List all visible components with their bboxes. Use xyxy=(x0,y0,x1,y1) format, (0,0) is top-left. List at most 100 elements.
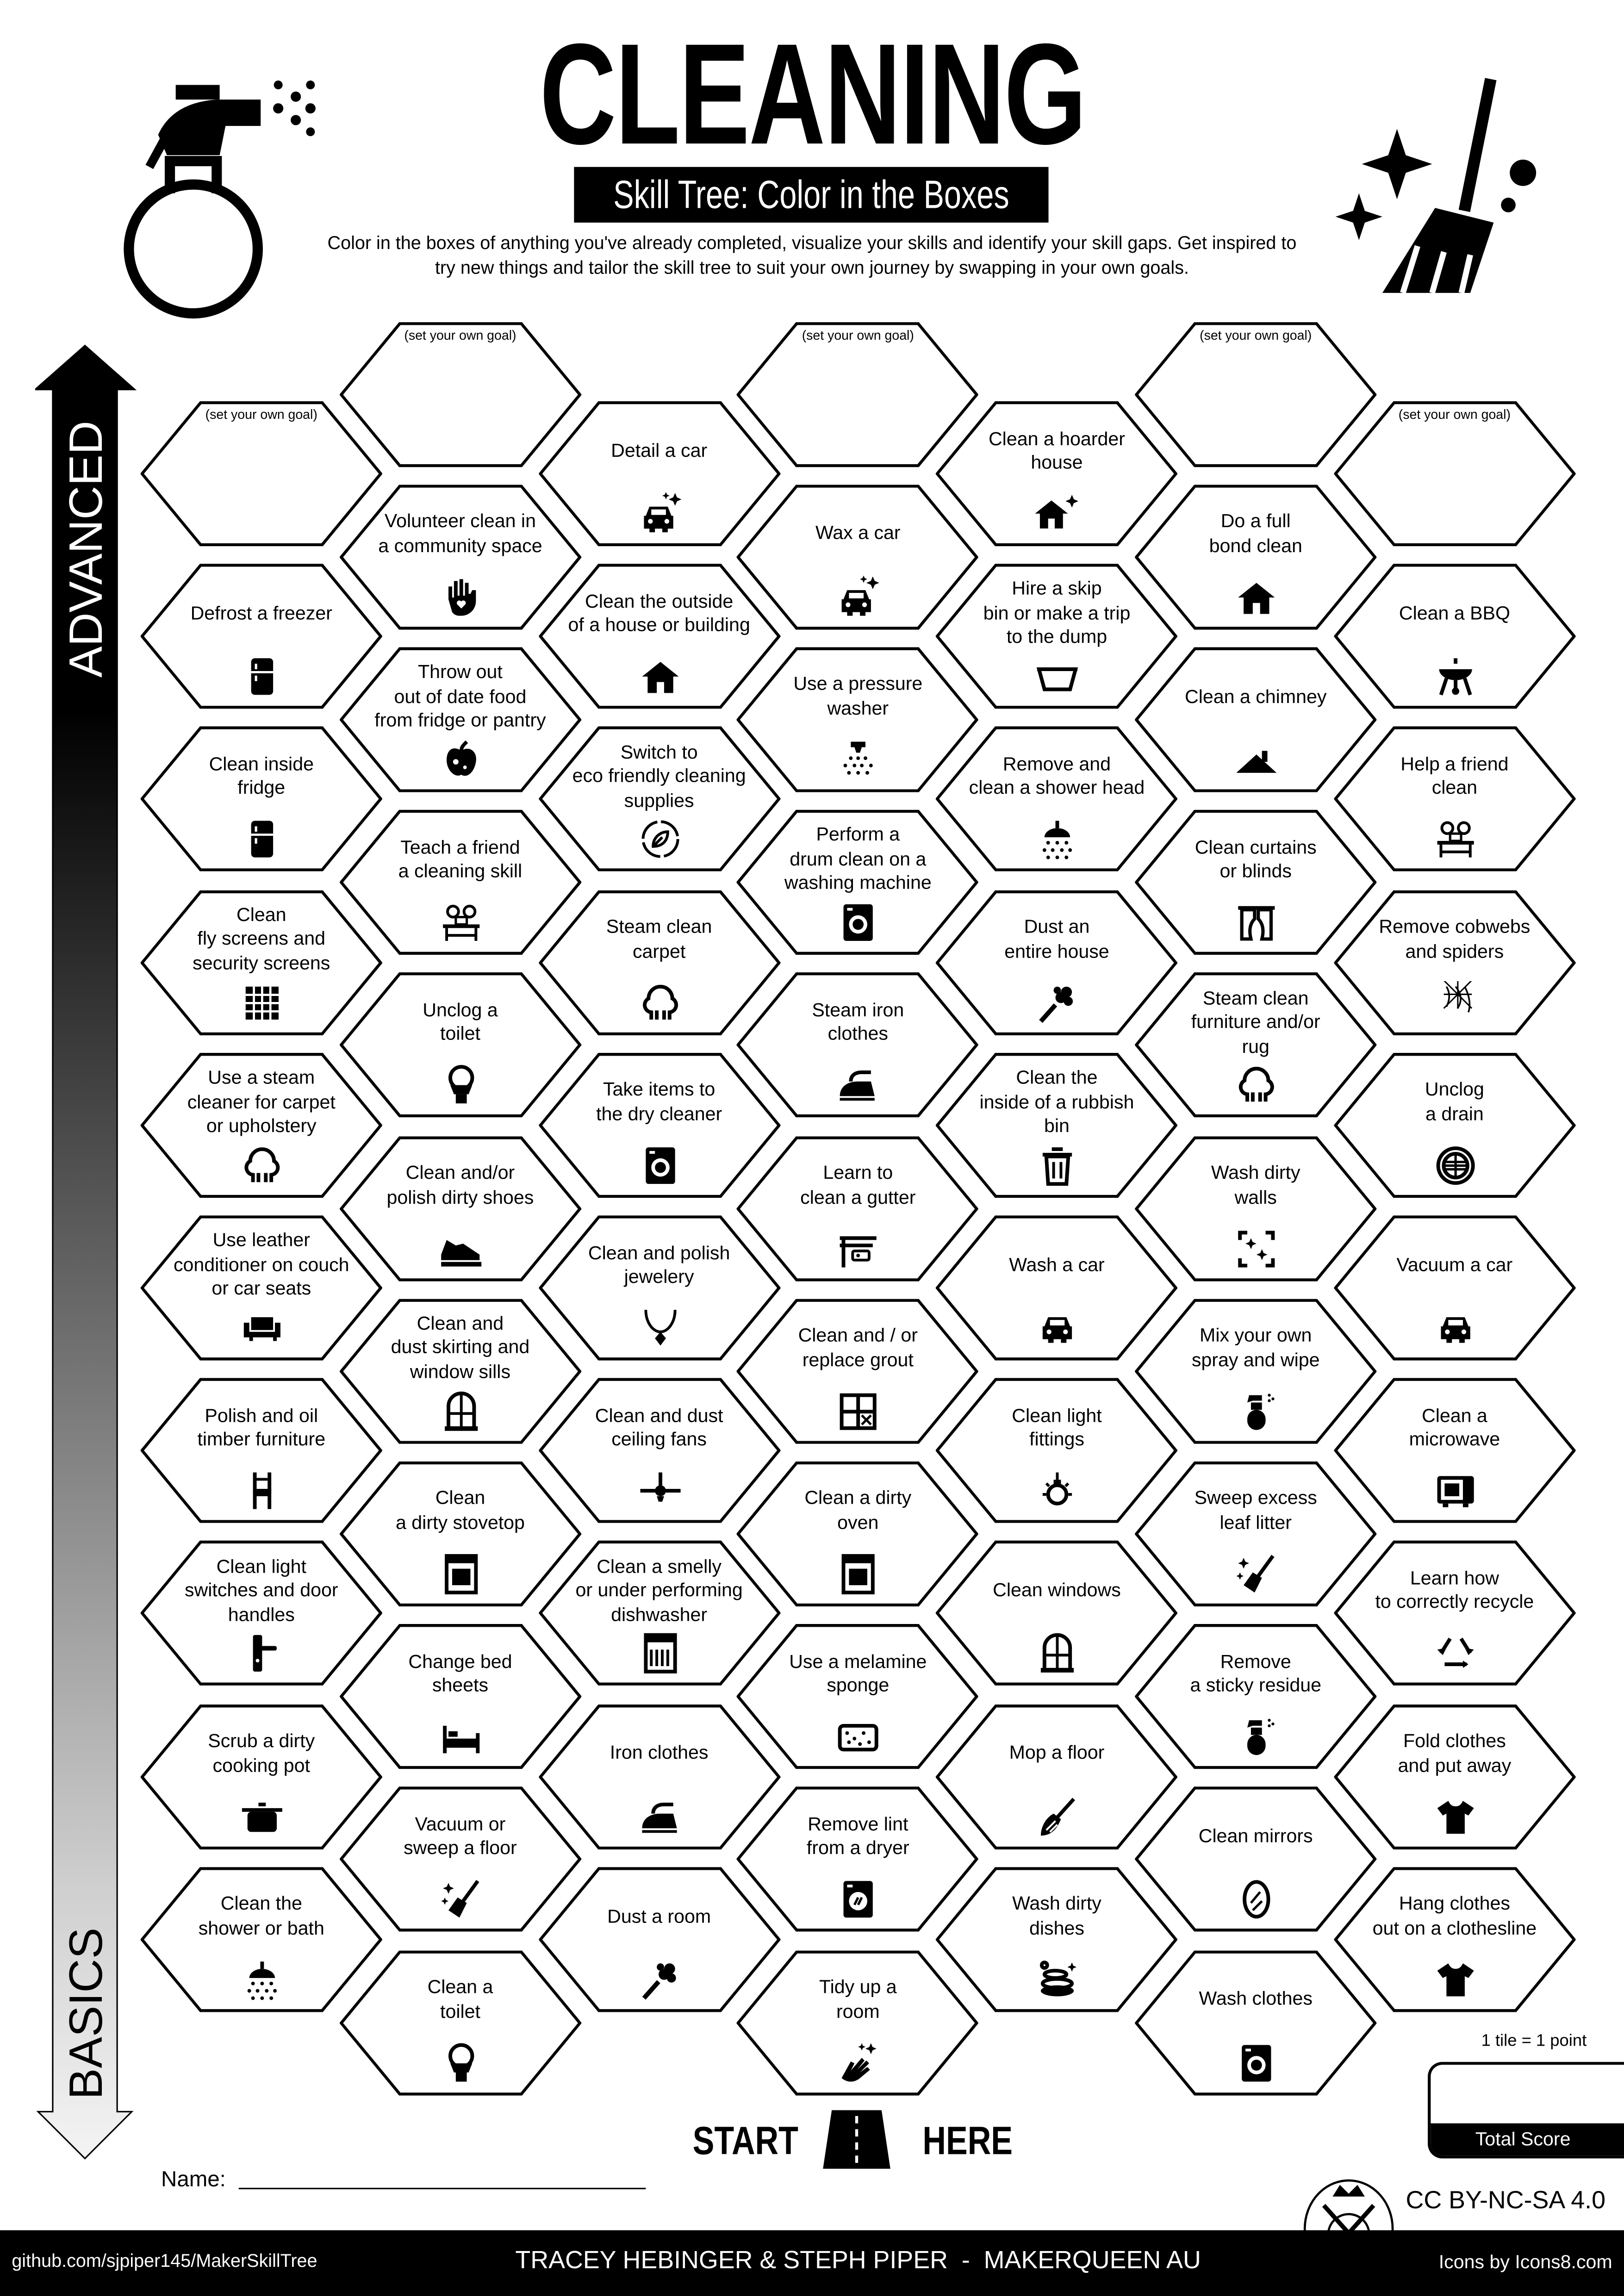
skill-tile[interactable]: Clean a toilet xyxy=(339,1950,581,2095)
skill-tile-custom-goal[interactable]: (set your own goal) xyxy=(1135,321,1377,467)
skill-tile[interactable]: Steam iron clothes xyxy=(737,972,979,1118)
hexagon-box[interactable] xyxy=(538,1541,780,1686)
skill-tile[interactable]: Defrost a freezer xyxy=(140,564,382,709)
hexagon-box[interactable] xyxy=(1333,401,1575,547)
hexagon-box[interactable] xyxy=(737,810,979,955)
skill-tile[interactable]: Switch to eco friendly cleaning supplies xyxy=(538,727,780,872)
hexagon-box[interactable] xyxy=(538,1378,780,1524)
skill-tile[interactable]: Steam clean furniture and/or rug xyxy=(1135,972,1377,1118)
hexagon-box[interactable] xyxy=(1135,972,1377,1118)
hexagon-box[interactable] xyxy=(737,484,979,629)
skill-tile[interactable]: Throw out out of date food from fridge o… xyxy=(339,647,581,792)
skill-tile[interactable]: Clean a dirty stovetop xyxy=(339,1461,581,1606)
skill-tile[interactable]: Wash dirty dishes xyxy=(936,1867,1178,2012)
hexagon-box[interactable] xyxy=(339,972,581,1118)
skill-tile[interactable]: Hire a skip bin or make a trip to the du… xyxy=(936,564,1178,709)
skill-tile[interactable]: Sweep excess leaf litter xyxy=(1135,1461,1377,1606)
skill-tile[interactable]: Remove a sticky residue xyxy=(1135,1624,1377,1769)
skill-tile[interactable]: Clean curtains or blinds xyxy=(1135,810,1377,955)
skill-tile[interactable]: Fold clothes and put away xyxy=(1333,1704,1575,1849)
skill-tile[interactable]: Learn how to correctly recycle xyxy=(1333,1541,1575,1686)
hexagon-box[interactable] xyxy=(140,1541,382,1686)
hexagon-box[interactable] xyxy=(1333,1541,1575,1686)
hexagon-box[interactable] xyxy=(339,484,581,629)
skill-tile[interactable]: Tidy up a room xyxy=(737,1950,979,2095)
skill-tile[interactable]: Dust a room xyxy=(538,1867,780,2012)
skill-tile[interactable]: Perform a drum clean on a washing machin… xyxy=(737,810,979,955)
hexagon-box[interactable] xyxy=(538,564,780,709)
skill-tile[interactable]: Polish and oil timber furniture xyxy=(140,1378,382,1524)
hexagon-box[interactable] xyxy=(140,1704,382,1849)
skill-tile[interactable]: Wash a car xyxy=(936,1215,1178,1361)
skill-tile[interactable]: Clean a dirty oven xyxy=(737,1461,979,1606)
hexagon-box[interactable] xyxy=(1135,1298,1377,1444)
hexagon-box[interactable] xyxy=(936,564,1178,709)
github-link[interactable]: github.com/sjpiper145/MakerSkillTree xyxy=(12,2251,317,2271)
hexagon-box[interactable] xyxy=(339,1787,581,1932)
skill-tile[interactable]: Change bed sheets xyxy=(339,1624,581,1769)
hexagon-box[interactable] xyxy=(538,1052,780,1198)
skill-tile[interactable]: Volunteer clean in a community space xyxy=(339,484,581,629)
hexagon-box[interactable] xyxy=(1333,727,1575,872)
hexagon-box[interactable] xyxy=(1333,890,1575,1035)
skill-tile[interactable]: Clean light switches and door handles xyxy=(140,1541,382,1686)
hexagon-box[interactable] xyxy=(1135,1624,1377,1769)
skill-tile[interactable]: Clean and dust ceiling fans xyxy=(538,1378,780,1524)
hexagon-box[interactable] xyxy=(936,727,1178,872)
hexagon-box[interactable] xyxy=(339,321,581,467)
hexagon-box[interactable] xyxy=(936,1704,1178,1849)
hexagon-box[interactable] xyxy=(936,1052,1178,1198)
skill-tile-custom-goal[interactable]: (set your own goal) xyxy=(1333,401,1575,547)
hexagon-box[interactable] xyxy=(1333,564,1575,709)
hexagon-box[interactable] xyxy=(538,401,780,547)
skill-tile[interactable]: Wax a car xyxy=(737,484,979,629)
skill-tile[interactable]: Unclog a toilet xyxy=(339,972,581,1118)
skill-tile[interactable]: Clean inside fridge xyxy=(140,727,382,872)
skill-tile[interactable]: Clean a hoarder house xyxy=(936,401,1178,547)
skill-tile[interactable]: Clean and polish jewelery xyxy=(538,1215,780,1361)
hexagon-box[interactable] xyxy=(538,1867,780,2012)
hexagon-box[interactable] xyxy=(339,1135,581,1281)
skill-tile[interactable]: Vacuum or sweep a floor xyxy=(339,1787,581,1932)
skill-tile[interactable]: Unclog a drain xyxy=(1333,1052,1575,1198)
skill-tile[interactable]: Teach a friend a cleaning skill xyxy=(339,810,581,955)
skill-tile[interactable]: Mop a floor xyxy=(936,1704,1178,1849)
hexagon-box[interactable] xyxy=(936,401,1178,547)
skill-tile[interactable]: Help a friend clean xyxy=(1333,727,1575,872)
skill-tile[interactable]: Mix your own spray and wipe xyxy=(1135,1298,1377,1444)
hexagon-box[interactable] xyxy=(339,1624,581,1769)
skill-tile[interactable]: Use leather conditioner on couch or car … xyxy=(140,1215,382,1361)
skill-tile[interactable]: Clean the shower or bath xyxy=(140,1867,382,2012)
hexagon-box[interactable] xyxy=(339,647,581,792)
skill-tile[interactable]: Clean windows xyxy=(936,1541,1178,1686)
hexagon-box[interactable] xyxy=(737,1624,979,1769)
hexagon-box[interactable] xyxy=(1135,321,1377,467)
hexagon-box[interactable] xyxy=(140,1052,382,1198)
hexagon-box[interactable] xyxy=(339,1950,581,2095)
skill-tile[interactable]: Clean light fittings xyxy=(936,1378,1178,1524)
hexagon-box[interactable] xyxy=(140,727,382,872)
skill-tile[interactable]: Detail a car xyxy=(538,401,780,547)
hexagon-box[interactable] xyxy=(737,1461,979,1606)
hexagon-box[interactable] xyxy=(1333,1215,1575,1361)
skill-tile[interactable]: Iron clothes xyxy=(538,1704,780,1849)
hexagon-box[interactable] xyxy=(936,1541,1178,1686)
skill-tile[interactable]: Clean a smelly or under performing dishw… xyxy=(538,1541,780,1686)
total-score-box[interactable]: Total Score xyxy=(1428,2062,1624,2159)
skill-tile[interactable]: Clean mirrors xyxy=(1135,1787,1377,1932)
hexagon-box[interactable] xyxy=(140,890,382,1035)
skill-tile[interactable]: Clean and dust skirting and window sills xyxy=(339,1298,581,1444)
skill-tile[interactable]: Clean a BBQ xyxy=(1333,564,1575,709)
hexagon-box[interactable] xyxy=(1333,1867,1575,2012)
hexagon-box[interactable] xyxy=(936,1378,1178,1524)
skill-tile[interactable]: Dust an entire house xyxy=(936,890,1178,1035)
hexagon-box[interactable] xyxy=(737,647,979,792)
skill-tile-custom-goal[interactable]: (set your own goal) xyxy=(737,321,979,467)
skill-tile[interactable]: Hang clothes out on a clothesline xyxy=(1333,1867,1575,2012)
skill-tile-custom-goal[interactable]: (set your own goal) xyxy=(339,321,581,467)
hexagon-box[interactable] xyxy=(140,1378,382,1524)
skill-tile[interactable]: Clean a microwave xyxy=(1333,1378,1575,1524)
skill-tile[interactable]: Use a steam cleaner for carpet or uphols… xyxy=(140,1052,382,1198)
skill-tile[interactable]: Clean a chimney xyxy=(1135,647,1377,792)
skill-tile[interactable]: Clean the inside of a rubbish bin xyxy=(936,1052,1178,1198)
